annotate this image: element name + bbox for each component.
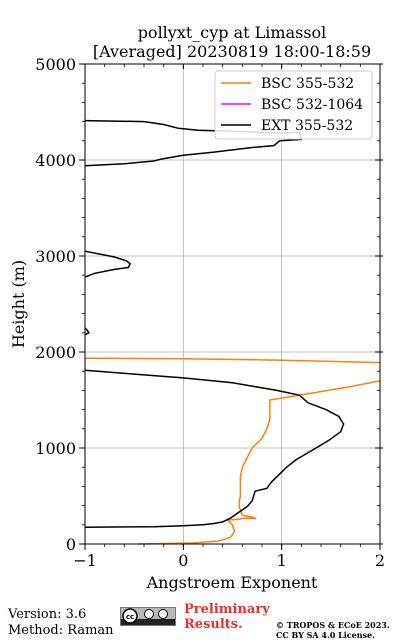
legend-label: BSC 355-532 [261, 76, 354, 92]
copyright-line-2: CC BY SA 4.0 License. [276, 630, 375, 640]
copyright-line-1: © TROPOS & ECoE 2023. [276, 620, 390, 630]
x-tick-label: −1 [73, 551, 97, 570]
method-text: Method: Raman [8, 623, 114, 638]
cc-license-logo: cc [120, 607, 176, 626]
legend: BSC 355-532 BSC 532-1064 EXT 355-532 [214, 70, 373, 140]
preliminary-line-2: Results. [184, 617, 243, 632]
chart: pollyxt_cyp at Limassol [Averaged] 20230… [9, 23, 385, 592]
footer-info: Version: 3.6 Method: Raman [8, 607, 114, 639]
x-axis-label: Angstroem Exponent [146, 573, 318, 592]
chart-title: pollyxt_cyp at Limassol [138, 23, 327, 42]
series-line [84, 369, 345, 528]
y-tick-label: 2000 [35, 343, 76, 362]
preliminary-line-1: Preliminary [184, 602, 270, 617]
series-0 [84, 357, 381, 545]
series-line [84, 357, 381, 364]
series-line [138, 380, 381, 545]
legend-label: BSC 532-1064 [261, 97, 363, 113]
x-tick-label: 1 [277, 551, 287, 570]
series-layer [84, 119, 381, 545]
x-tick-label: 0 [178, 551, 188, 570]
y-tick-label: 0 [66, 535, 76, 554]
y-tick-label: 1000 [35, 439, 76, 458]
series-line [84, 327, 90, 336]
series-line [84, 250, 132, 278]
svg-text:cc: cc [126, 613, 134, 621]
copyright-notice: © TROPOS & ECoE 2023. CC BY SA 4.0 Licen… [276, 620, 390, 640]
y-tick-label: 3000 [35, 247, 76, 266]
cc-badge-icon: cc [121, 608, 175, 625]
y-tick-label: 4000 [35, 151, 76, 170]
chart-subtitle: [Averaged] 20230819 18:00-18:59 [93, 42, 371, 61]
legend-box [214, 70, 373, 140]
plot-frame [84, 63, 381, 545]
y-axis-label: Height (m) [9, 260, 28, 348]
preliminary-notice: Preliminary Results. [184, 602, 270, 632]
version-text: Version: 3.6 [8, 607, 87, 622]
x-tick-label: 2 [375, 551, 385, 570]
series-2 [84, 119, 345, 528]
y-tick-label: 5000 [35, 55, 76, 74]
legend-label: EXT 355-532 [261, 118, 353, 134]
